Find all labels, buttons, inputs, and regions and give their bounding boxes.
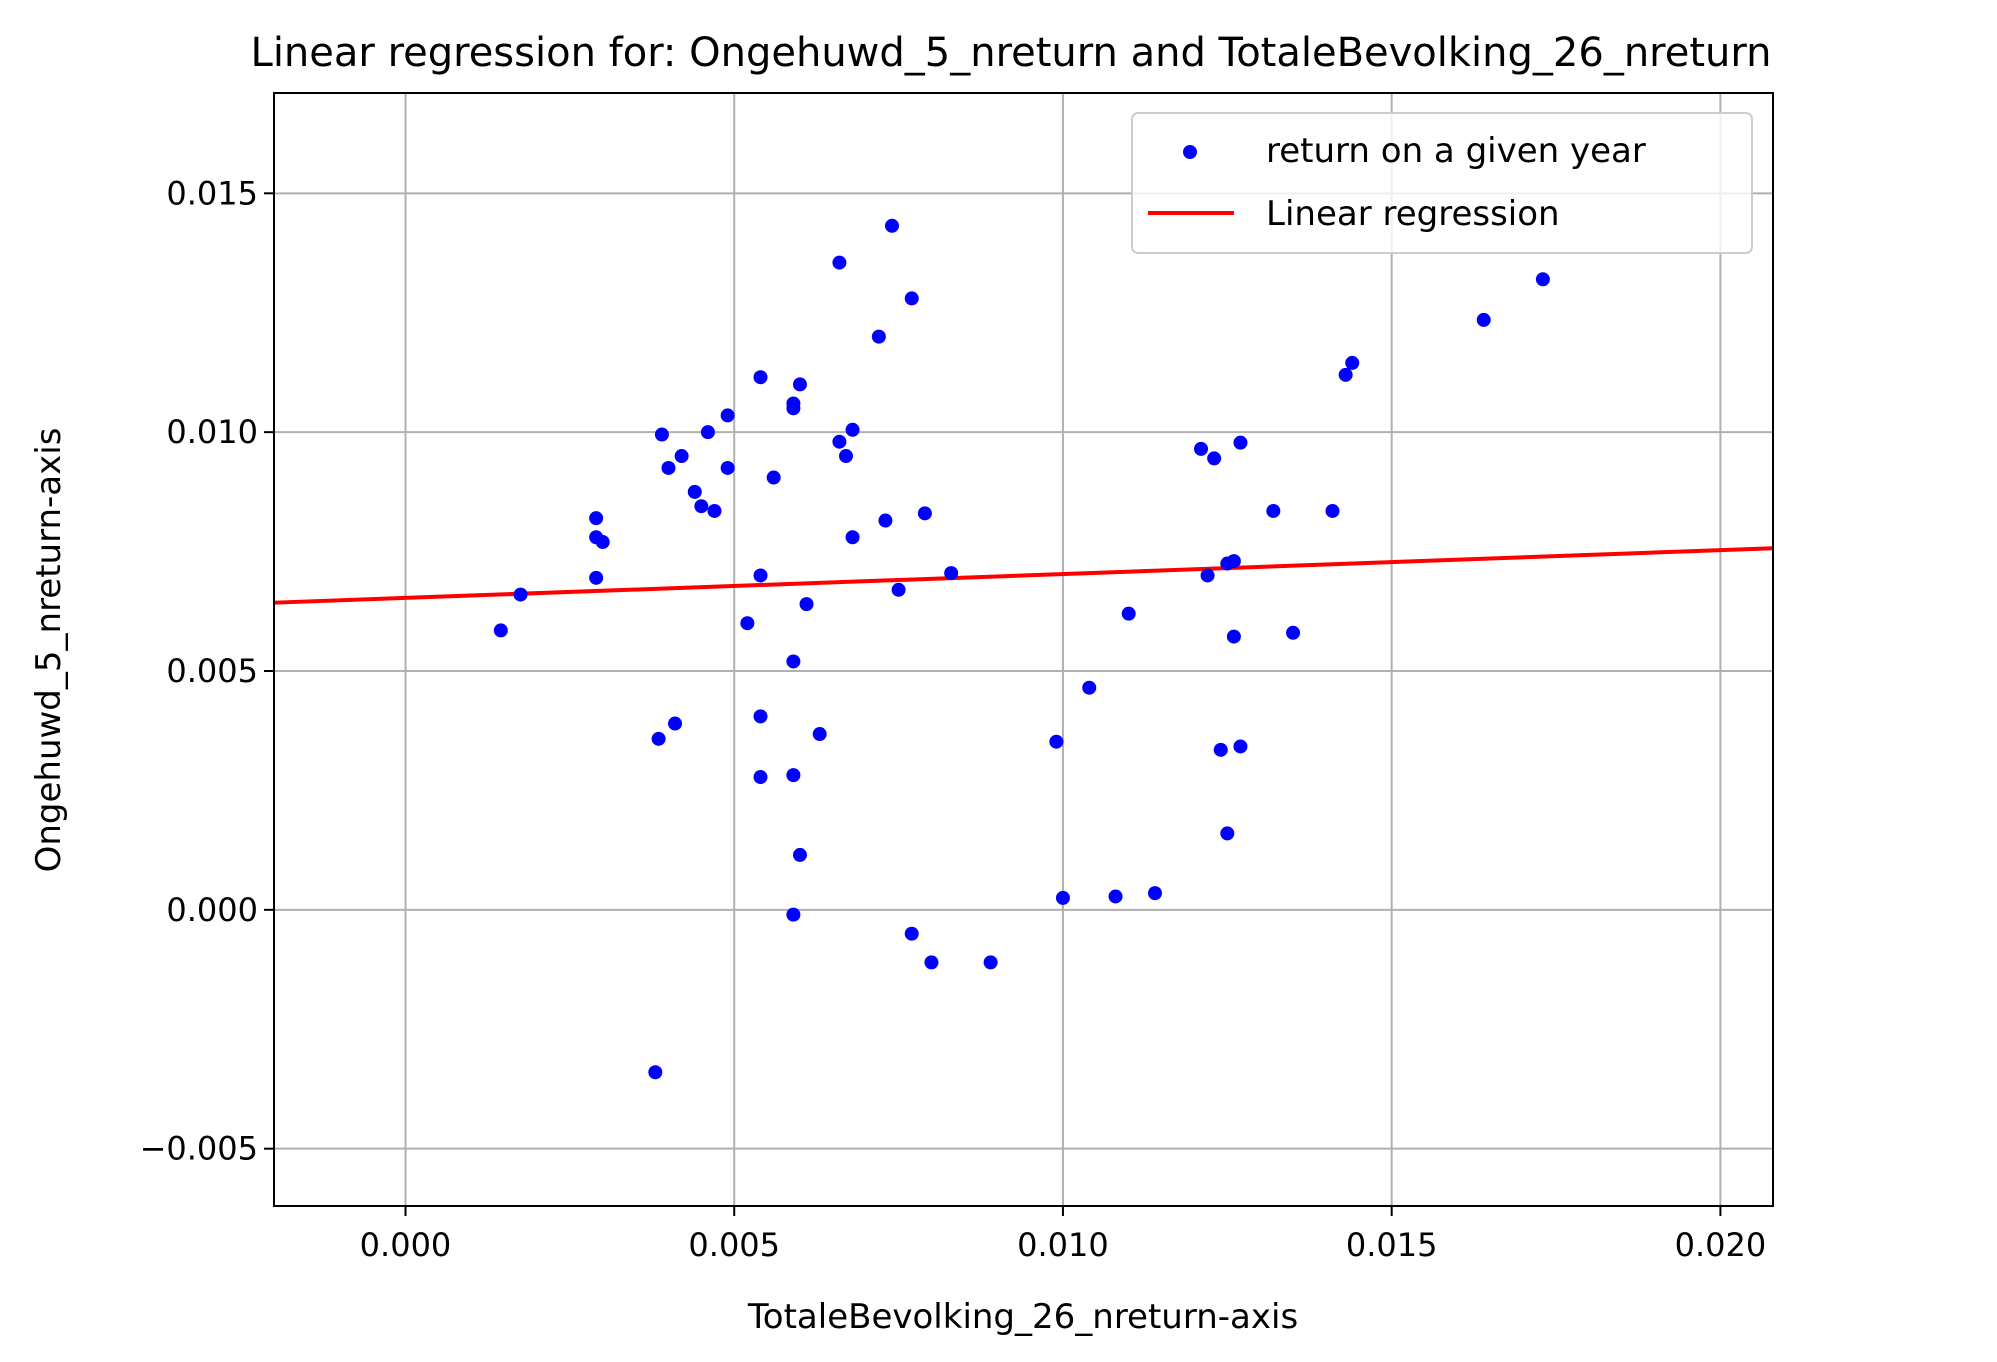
y-tick-label: 0.005 <box>166 652 258 690</box>
scatter-point <box>1049 734 1064 749</box>
legend-box <box>1131 112 1753 254</box>
scatter-point <box>513 587 528 602</box>
scatter-point <box>871 329 886 344</box>
scatter-point <box>700 425 715 440</box>
scatter-point <box>753 770 768 785</box>
scatter-point <box>1207 451 1222 466</box>
scatter-point <box>1220 826 1235 841</box>
scatter-series <box>493 218 1550 1080</box>
scatter-point <box>786 401 801 416</box>
scatter-point <box>1213 742 1228 757</box>
scatter-point <box>838 449 853 464</box>
scatter-point <box>845 530 860 545</box>
y-tick-label: 0.015 <box>166 174 258 212</box>
legend-marker-points <box>1183 145 1197 159</box>
scatter-point <box>740 616 755 631</box>
y-tick-label: 0.000 <box>166 891 258 929</box>
scatter-point <box>878 513 893 528</box>
scatter-point <box>1194 441 1209 456</box>
scatter-point <box>1266 503 1281 518</box>
scatter-point <box>493 623 508 638</box>
legend-label-points: return on a given year <box>1266 131 1646 171</box>
scatter-point <box>1345 355 1360 370</box>
scatter-point <box>1325 503 1340 518</box>
scatter-point <box>589 511 604 526</box>
scatter-point <box>885 218 900 233</box>
y-tick-label: −0.005 <box>140 1130 258 1168</box>
scatter-point <box>832 434 847 449</box>
plot-frame <box>273 92 1774 1207</box>
scatter-point <box>651 731 666 746</box>
scatter-point <box>687 484 702 499</box>
scatter-point <box>904 291 919 306</box>
scatter-point <box>792 377 807 392</box>
scatter-point <box>753 568 768 583</box>
scatter-point <box>786 768 801 783</box>
y-axis-label: Ongehuwd_5_nreturn-axis <box>29 428 69 873</box>
scatter-point <box>720 408 735 423</box>
scatter-point <box>792 847 807 862</box>
scatter-point <box>799 597 814 612</box>
legend: return on a given year Linear regression <box>1131 112 1753 254</box>
scatter-point <box>924 955 939 970</box>
scatter-point <box>1082 680 1097 695</box>
scatter-point <box>1286 625 1301 640</box>
scatter-point <box>845 422 860 437</box>
scatter-point <box>707 503 722 518</box>
scatter-point <box>654 427 669 442</box>
x-tick-label: 0.015 <box>1346 1226 1438 1264</box>
scatter-point <box>786 907 801 922</box>
scatter-point <box>1535 272 1550 287</box>
chart-title: Linear regression for: Ongehuwd_5_nretur… <box>251 30 1772 76</box>
scatter-point <box>595 535 610 550</box>
axis-ticks: 0.000 0.005 0.010 0.015 0.020 −0.005 0.000 0.00… <box>140 174 1767 1264</box>
scatter-point <box>766 470 781 485</box>
scatter-point <box>674 449 689 464</box>
scatter-point <box>1121 606 1136 621</box>
x-tick-label: 0.005 <box>688 1226 780 1264</box>
scatter-point <box>891 582 906 597</box>
scatter-point <box>1147 886 1162 901</box>
y-tick-label: 0.010 <box>166 413 258 451</box>
legend-label-line: Linear regression <box>1266 194 1560 234</box>
scatter-point <box>753 709 768 724</box>
scatter-point <box>694 499 709 514</box>
scatter-point <box>1233 739 1248 754</box>
scatter-point <box>1055 890 1070 905</box>
scatter-point <box>904 926 919 941</box>
x-tick-label: 0.000 <box>360 1226 452 1264</box>
scatter-point <box>983 955 998 970</box>
scatter-point <box>589 570 604 585</box>
scatter-point <box>832 255 847 270</box>
scatter-point <box>1108 889 1123 904</box>
scatter-point <box>668 716 683 731</box>
scatter-point <box>1233 435 1248 450</box>
x-tick-label: 0.010 <box>1017 1226 1109 1264</box>
scatter-point <box>720 460 735 475</box>
scatter-point <box>753 370 768 385</box>
scatter-point <box>1476 312 1491 327</box>
scatter-point <box>661 460 676 475</box>
scatter-point <box>648 1065 663 1080</box>
scatter-point <box>1338 367 1353 382</box>
x-axis-label: TotaleBevolking_26_nreturn-axis <box>747 1297 1298 1337</box>
scatter-point <box>786 654 801 669</box>
x-tick-label: 0.020 <box>1675 1226 1767 1264</box>
scatter-point <box>1200 568 1215 583</box>
scatter-point <box>944 566 959 581</box>
scatter-point <box>1226 629 1241 644</box>
scatter-point <box>812 727 827 742</box>
scatter-point <box>917 506 932 521</box>
scatter-point <box>1226 554 1241 569</box>
